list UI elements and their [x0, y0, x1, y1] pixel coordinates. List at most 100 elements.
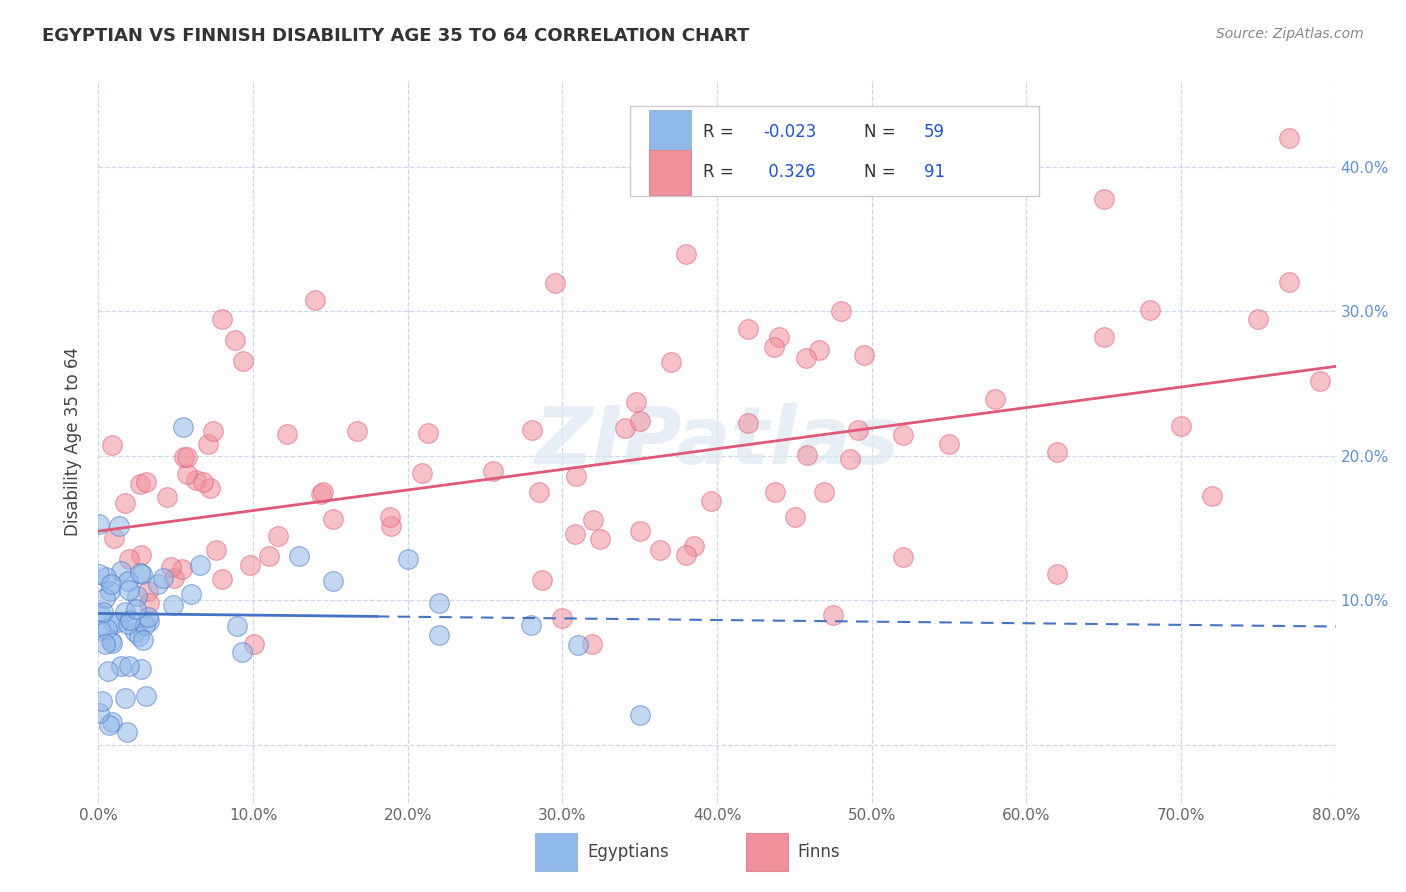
FancyBboxPatch shape — [630, 105, 1039, 196]
Text: Egyptians: Egyptians — [588, 843, 669, 861]
Point — [852, 348, 875, 362]
Point — [1278, 131, 1301, 145]
FancyBboxPatch shape — [536, 833, 578, 871]
Point — [180, 587, 202, 601]
Point — [396, 551, 419, 566]
Text: Finns: Finns — [797, 843, 841, 861]
Point — [821, 607, 844, 622]
Point — [794, 351, 817, 365]
Point — [648, 543, 671, 558]
Point — [117, 616, 139, 631]
Point — [176, 467, 198, 481]
Text: 0.326: 0.326 — [763, 163, 815, 181]
Point — [101, 714, 124, 729]
Point — [129, 566, 152, 580]
Point — [118, 582, 141, 597]
Point — [257, 549, 280, 564]
Point — [312, 484, 335, 499]
Point — [163, 571, 186, 585]
Point — [796, 448, 818, 462]
Point — [1247, 312, 1270, 326]
Point — [628, 708, 651, 723]
Point — [614, 420, 637, 434]
Point — [211, 311, 233, 326]
Point — [482, 464, 505, 478]
Point — [89, 623, 111, 637]
Point — [1170, 419, 1192, 434]
Point — [322, 574, 344, 589]
Point — [737, 322, 759, 336]
Point — [226, 619, 249, 633]
Point — [131, 566, 153, 581]
Point — [346, 425, 368, 439]
Point — [162, 599, 184, 613]
Point — [411, 466, 433, 480]
Point — [201, 424, 224, 438]
Point — [891, 428, 914, 442]
Point — [1046, 567, 1069, 582]
Point — [763, 340, 786, 354]
Point — [659, 355, 682, 369]
Point — [200, 482, 222, 496]
Point — [276, 427, 298, 442]
Point — [146, 577, 169, 591]
Point — [211, 572, 233, 586]
Point — [1139, 302, 1161, 317]
Point — [110, 659, 132, 673]
Y-axis label: Disability Age 35 to 64: Disability Age 35 to 64 — [65, 347, 83, 536]
Point — [184, 473, 207, 487]
Point — [94, 636, 117, 650]
Point — [304, 293, 326, 307]
Point — [156, 490, 179, 504]
Point — [565, 469, 588, 483]
Point — [416, 426, 439, 441]
Point — [628, 414, 651, 428]
Point — [675, 548, 697, 562]
Point — [172, 420, 194, 434]
Point — [520, 423, 543, 437]
Point — [124, 625, 146, 640]
Point — [891, 550, 914, 565]
Point — [160, 559, 183, 574]
Point — [100, 634, 122, 648]
Point — [938, 436, 960, 450]
Point — [91, 694, 114, 708]
Point — [242, 637, 264, 651]
Point — [132, 633, 155, 648]
Point — [100, 576, 122, 591]
Point — [520, 617, 543, 632]
Text: R =: R = — [703, 163, 740, 181]
Text: 59: 59 — [924, 123, 945, 142]
Point — [114, 605, 136, 619]
Point — [589, 533, 612, 547]
Point — [564, 527, 586, 541]
Point — [1046, 445, 1069, 459]
Point — [89, 706, 111, 720]
Point — [529, 485, 551, 500]
Point — [232, 353, 254, 368]
Point — [311, 487, 333, 501]
Point — [1092, 192, 1115, 206]
Text: Source: ZipAtlas.com: Source: ZipAtlas.com — [1216, 27, 1364, 41]
Point — [125, 602, 148, 616]
Point — [118, 551, 141, 566]
Point — [700, 493, 723, 508]
Point — [135, 690, 157, 704]
FancyBboxPatch shape — [650, 150, 692, 194]
Point — [380, 519, 402, 533]
Point — [205, 542, 228, 557]
Point — [152, 571, 174, 585]
Point — [94, 570, 117, 584]
Point — [543, 276, 565, 290]
Point — [138, 596, 160, 610]
Point — [624, 395, 647, 409]
Point — [581, 637, 603, 651]
Point — [378, 510, 401, 524]
Point — [110, 564, 132, 578]
Point — [675, 246, 697, 260]
Text: R =: R = — [703, 123, 740, 142]
Point — [224, 333, 246, 347]
Point — [288, 549, 311, 564]
Point — [1278, 275, 1301, 289]
Point — [97, 717, 120, 731]
